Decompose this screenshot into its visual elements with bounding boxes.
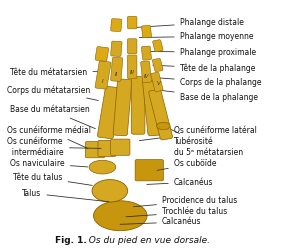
FancyBboxPatch shape: [128, 39, 137, 54]
Text: Os cuböïde: Os cuböïde: [157, 159, 216, 170]
Text: Calcanéus: Calcanéus: [120, 217, 201, 227]
Ellipse shape: [92, 180, 128, 202]
FancyBboxPatch shape: [153, 40, 163, 52]
Text: Os cunéiforme
  intermédiaire: Os cunéiforme intermédiaire: [7, 138, 101, 157]
Text: Base du métatarsien: Base du métatarsien: [10, 105, 95, 129]
FancyBboxPatch shape: [128, 55, 137, 79]
Text: Phalange proximale: Phalange proximale: [144, 48, 256, 57]
FancyBboxPatch shape: [111, 19, 122, 32]
FancyBboxPatch shape: [113, 79, 132, 136]
FancyBboxPatch shape: [98, 140, 116, 156]
Text: Os cunéiforme latéral: Os cunéiforme latéral: [140, 127, 257, 141]
FancyBboxPatch shape: [152, 58, 163, 72]
FancyBboxPatch shape: [111, 57, 123, 81]
FancyBboxPatch shape: [141, 61, 152, 83]
FancyBboxPatch shape: [128, 16, 137, 29]
Text: Phalange distale: Phalange distale: [136, 18, 244, 27]
FancyBboxPatch shape: [142, 80, 161, 136]
Text: Trochlée du talus: Trochlée du talus: [126, 207, 227, 217]
Text: Fig. 1.: Fig. 1.: [55, 236, 87, 245]
FancyBboxPatch shape: [95, 61, 111, 89]
Text: Phalange moyenne: Phalange moyenne: [140, 32, 253, 41]
FancyBboxPatch shape: [85, 142, 105, 158]
FancyBboxPatch shape: [149, 89, 172, 140]
Ellipse shape: [89, 160, 116, 174]
Text: Tête du métatarsien: Tête du métatarsien: [10, 68, 101, 77]
Text: Os naviculaire: Os naviculaire: [10, 159, 88, 168]
Text: Talus: Talus: [22, 189, 109, 202]
FancyBboxPatch shape: [131, 77, 145, 134]
Text: Procidence du talus: Procidence du talus: [134, 196, 237, 207]
FancyBboxPatch shape: [111, 139, 130, 155]
FancyBboxPatch shape: [111, 41, 122, 56]
Text: Calcanéus: Calcanéus: [147, 178, 213, 186]
Text: IV: IV: [144, 74, 150, 79]
Text: Tête du talus: Tête du talus: [13, 173, 92, 185]
FancyBboxPatch shape: [135, 160, 164, 181]
Text: Corps de la phalange: Corps de la phalange: [154, 78, 261, 87]
Text: I: I: [102, 79, 103, 84]
Ellipse shape: [94, 201, 147, 231]
Text: V: V: [156, 81, 160, 86]
Ellipse shape: [157, 122, 170, 130]
Text: Base de la phalange: Base de la phalange: [153, 89, 258, 102]
FancyBboxPatch shape: [142, 25, 152, 38]
Text: III: III: [130, 70, 135, 75]
Text: Os cunéiforme médial: Os cunéiforme médial: [7, 127, 91, 148]
Text: Corps du métatarsien: Corps du métatarsien: [7, 85, 98, 101]
FancyBboxPatch shape: [95, 47, 109, 61]
FancyBboxPatch shape: [98, 86, 121, 139]
FancyBboxPatch shape: [141, 46, 152, 60]
Text: Os du pied en vue dorsale.: Os du pied en vue dorsale.: [83, 236, 210, 245]
FancyBboxPatch shape: [151, 72, 163, 91]
Text: Tête de la phalange: Tête de la phalange: [153, 64, 255, 73]
Text: Tubérosité
du 5ᵃ métatarsien: Tubérosité du 5ᵃ métatarsien: [169, 129, 243, 157]
Text: II: II: [115, 72, 118, 77]
